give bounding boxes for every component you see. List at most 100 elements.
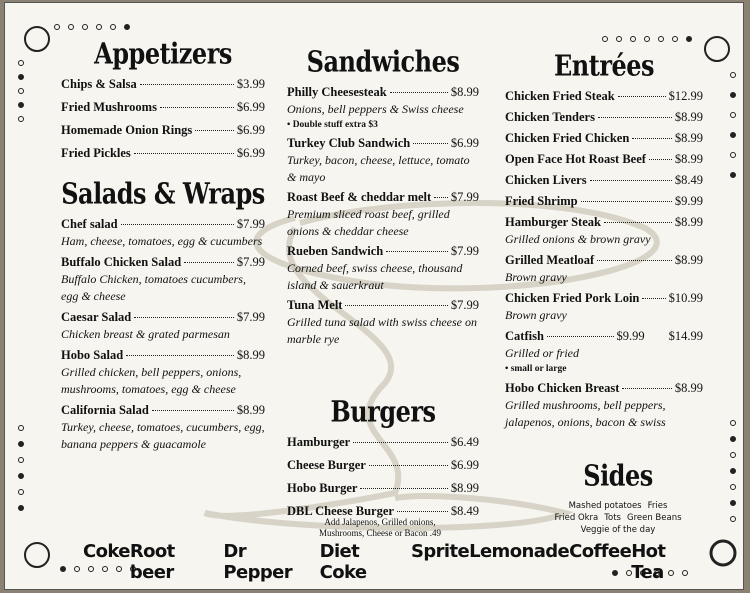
item-price: $7.99: [450, 244, 479, 258]
border-dot: [602, 36, 608, 42]
leader-dots: [368, 465, 448, 466]
sides-section: Sides Mashed potatoes Fries Fried Okra Tots G…: [543, 458, 693, 536]
item-price: $7.99: [450, 298, 479, 312]
leader-dots: [546, 336, 614, 337]
leader-dots: [597, 260, 672, 261]
item-name: Chicken Fried Steak: [505, 89, 615, 103]
item-price: $8.49: [450, 504, 479, 518]
item-name: Rueben Sandwich: [287, 244, 384, 258]
item-row: Grilled Meatloaf $8.99: [505, 252, 703, 269]
item-row: Roast Beef & cheddar melt $7.99: [287, 189, 479, 206]
section-title: Sandwiches: [306, 44, 460, 79]
item-name: Fried Pickles: [61, 146, 131, 160]
item-row: Chips & Salsa $3.99: [61, 76, 265, 93]
item-price: $6.99: [450, 458, 479, 472]
item-price: $8.99: [674, 215, 703, 229]
leader-dots: [360, 488, 448, 489]
appetizers-section: Appetizers Chips & Salsa $3.99 Fried Mushro…: [61, 36, 265, 168]
item-price: $8.99: [674, 381, 703, 395]
menu-item: Buffalo Chicken Salad $7.99 Buffalo Chicke…: [61, 254, 265, 305]
item-price: $12.99: [668, 89, 703, 103]
border-dot: [730, 132, 736, 138]
border-dot: [18, 457, 24, 463]
item-description: Grilled chicken, bell peppers, onions, m…: [61, 365, 242, 396]
item-price: $8.49: [674, 173, 703, 187]
border-dot: [730, 420, 736, 426]
border-dot: [60, 566, 66, 572]
item-price: $7.99: [450, 190, 479, 204]
menu-item: Cheese Burger $6.99: [287, 457, 479, 474]
drink: Diet Coke: [319, 541, 367, 583]
rope: [253, 200, 660, 292]
burgers-section: Burgers Hamburger $6.49 Cheese Burger $6.99 H…: [287, 394, 479, 526]
leader-dots: [386, 251, 448, 252]
item-description: Grilled or fried: [505, 346, 579, 360]
item-price: $8.99: [674, 152, 703, 166]
item-row: Buffalo Chicken Salad $7.99: [61, 254, 265, 271]
menu-item: Roast Beef & cheddar melt $7.99 Premium sl…: [287, 189, 479, 240]
menu-item: Rueben Sandwich $7.99 Corned beef, swiss c…: [287, 243, 479, 294]
leader-dots: [389, 92, 448, 93]
drink: Sprite: [410, 541, 470, 562]
border-dot: [658, 36, 664, 42]
border-dot: [110, 24, 116, 30]
item-row: Fried Pickles $6.99: [61, 145, 265, 162]
menu-item: Hamburger $6.49: [287, 434, 479, 451]
border-dot: [640, 570, 646, 576]
border-dot: [730, 152, 736, 158]
item-name: Turkey Club Sandwich: [287, 136, 411, 150]
border-dot: [730, 92, 736, 98]
item-price: $7.99: [236, 255, 265, 269]
horseshoe-icon: [709, 539, 737, 567]
leader-dots: [632, 138, 672, 139]
drink: Lemonade: [469, 541, 570, 562]
item-row: Fried Mushrooms $6.99: [61, 99, 265, 116]
section-title: Burgers: [330, 394, 436, 429]
menu-item: Homemade Onion Rings $6.99: [61, 122, 265, 139]
wheel-icon: [24, 542, 50, 568]
item-name: Homemade Onion Rings: [61, 123, 193, 137]
item-name: Fried Mushrooms: [61, 100, 157, 114]
drink: Dr Pepper: [223, 541, 293, 583]
item-description: Premium sliced roast beef, grilled onion…: [287, 207, 450, 238]
wheel-icon: [704, 36, 730, 62]
border-dot: [68, 24, 74, 30]
item-description: Turkey, bacon, cheese, lettuce, tomato &…: [287, 153, 470, 184]
section-title: Appetizers: [94, 36, 232, 71]
menu-item: Caesar Salad $7.99 Chicken breast & grated…: [61, 309, 265, 343]
item-name: Caesar Salad: [61, 310, 132, 324]
section-title: Sides: [583, 458, 653, 493]
item-row: Hobo Burger $8.99: [287, 480, 479, 497]
item-price: $7.99: [236, 217, 265, 231]
sides-row: Mashed potatoes Fries: [543, 500, 693, 512]
menu-item: Chicken Fried Chicken $8.99: [505, 130, 703, 147]
item-price: $8.99: [236, 348, 265, 362]
item-description: Grilled tuna salad with swiss cheese on …: [287, 315, 477, 346]
item-row: DBL Cheese Burger $8.49: [287, 503, 479, 520]
leader-dots: [622, 388, 672, 389]
item-row: Homemade Onion Rings $6.99: [61, 122, 265, 139]
item-description: Brown gravy: [505, 308, 567, 322]
border-dot: [672, 36, 678, 42]
menu-item: Tuna Melt $7.99 Grilled tuna salad with sw…: [287, 297, 479, 348]
menu-item: Philly Cheesesteak $8.99 Onions, bell pepp…: [287, 84, 479, 132]
leader-dots: [151, 410, 234, 411]
item-name: Roast Beef & cheddar melt: [287, 190, 432, 204]
menu-item: Open Face Hot Roast Beef $8.99: [505, 151, 703, 168]
item-row: Hobo Chicken Breast $8.99: [505, 380, 703, 397]
leader-dots: [413, 143, 448, 144]
border-dot: [130, 566, 136, 572]
leader-dots: [648, 159, 672, 160]
item-name: Chips & Salsa: [61, 77, 137, 91]
leader-dots: [195, 130, 234, 131]
sandwiches-section: Sandwiches Philly Cheesesteak $8.99 Onions,…: [287, 44, 479, 351]
item-row: Fried Shrimp $9.99: [505, 193, 703, 210]
border-dot: [730, 452, 736, 458]
menu-item: Chicken Livers $8.49: [505, 172, 703, 189]
item-name: Cheese Burger: [287, 458, 366, 472]
menu-item: Fried Shrimp $9.99: [505, 193, 703, 210]
menu-item: California Salad $8.99 Turkey, cheese, tom…: [61, 402, 265, 453]
item-description: Brown gravy: [505, 270, 567, 284]
section-title: Entrées: [553, 48, 655, 83]
border-dot: [730, 436, 736, 442]
